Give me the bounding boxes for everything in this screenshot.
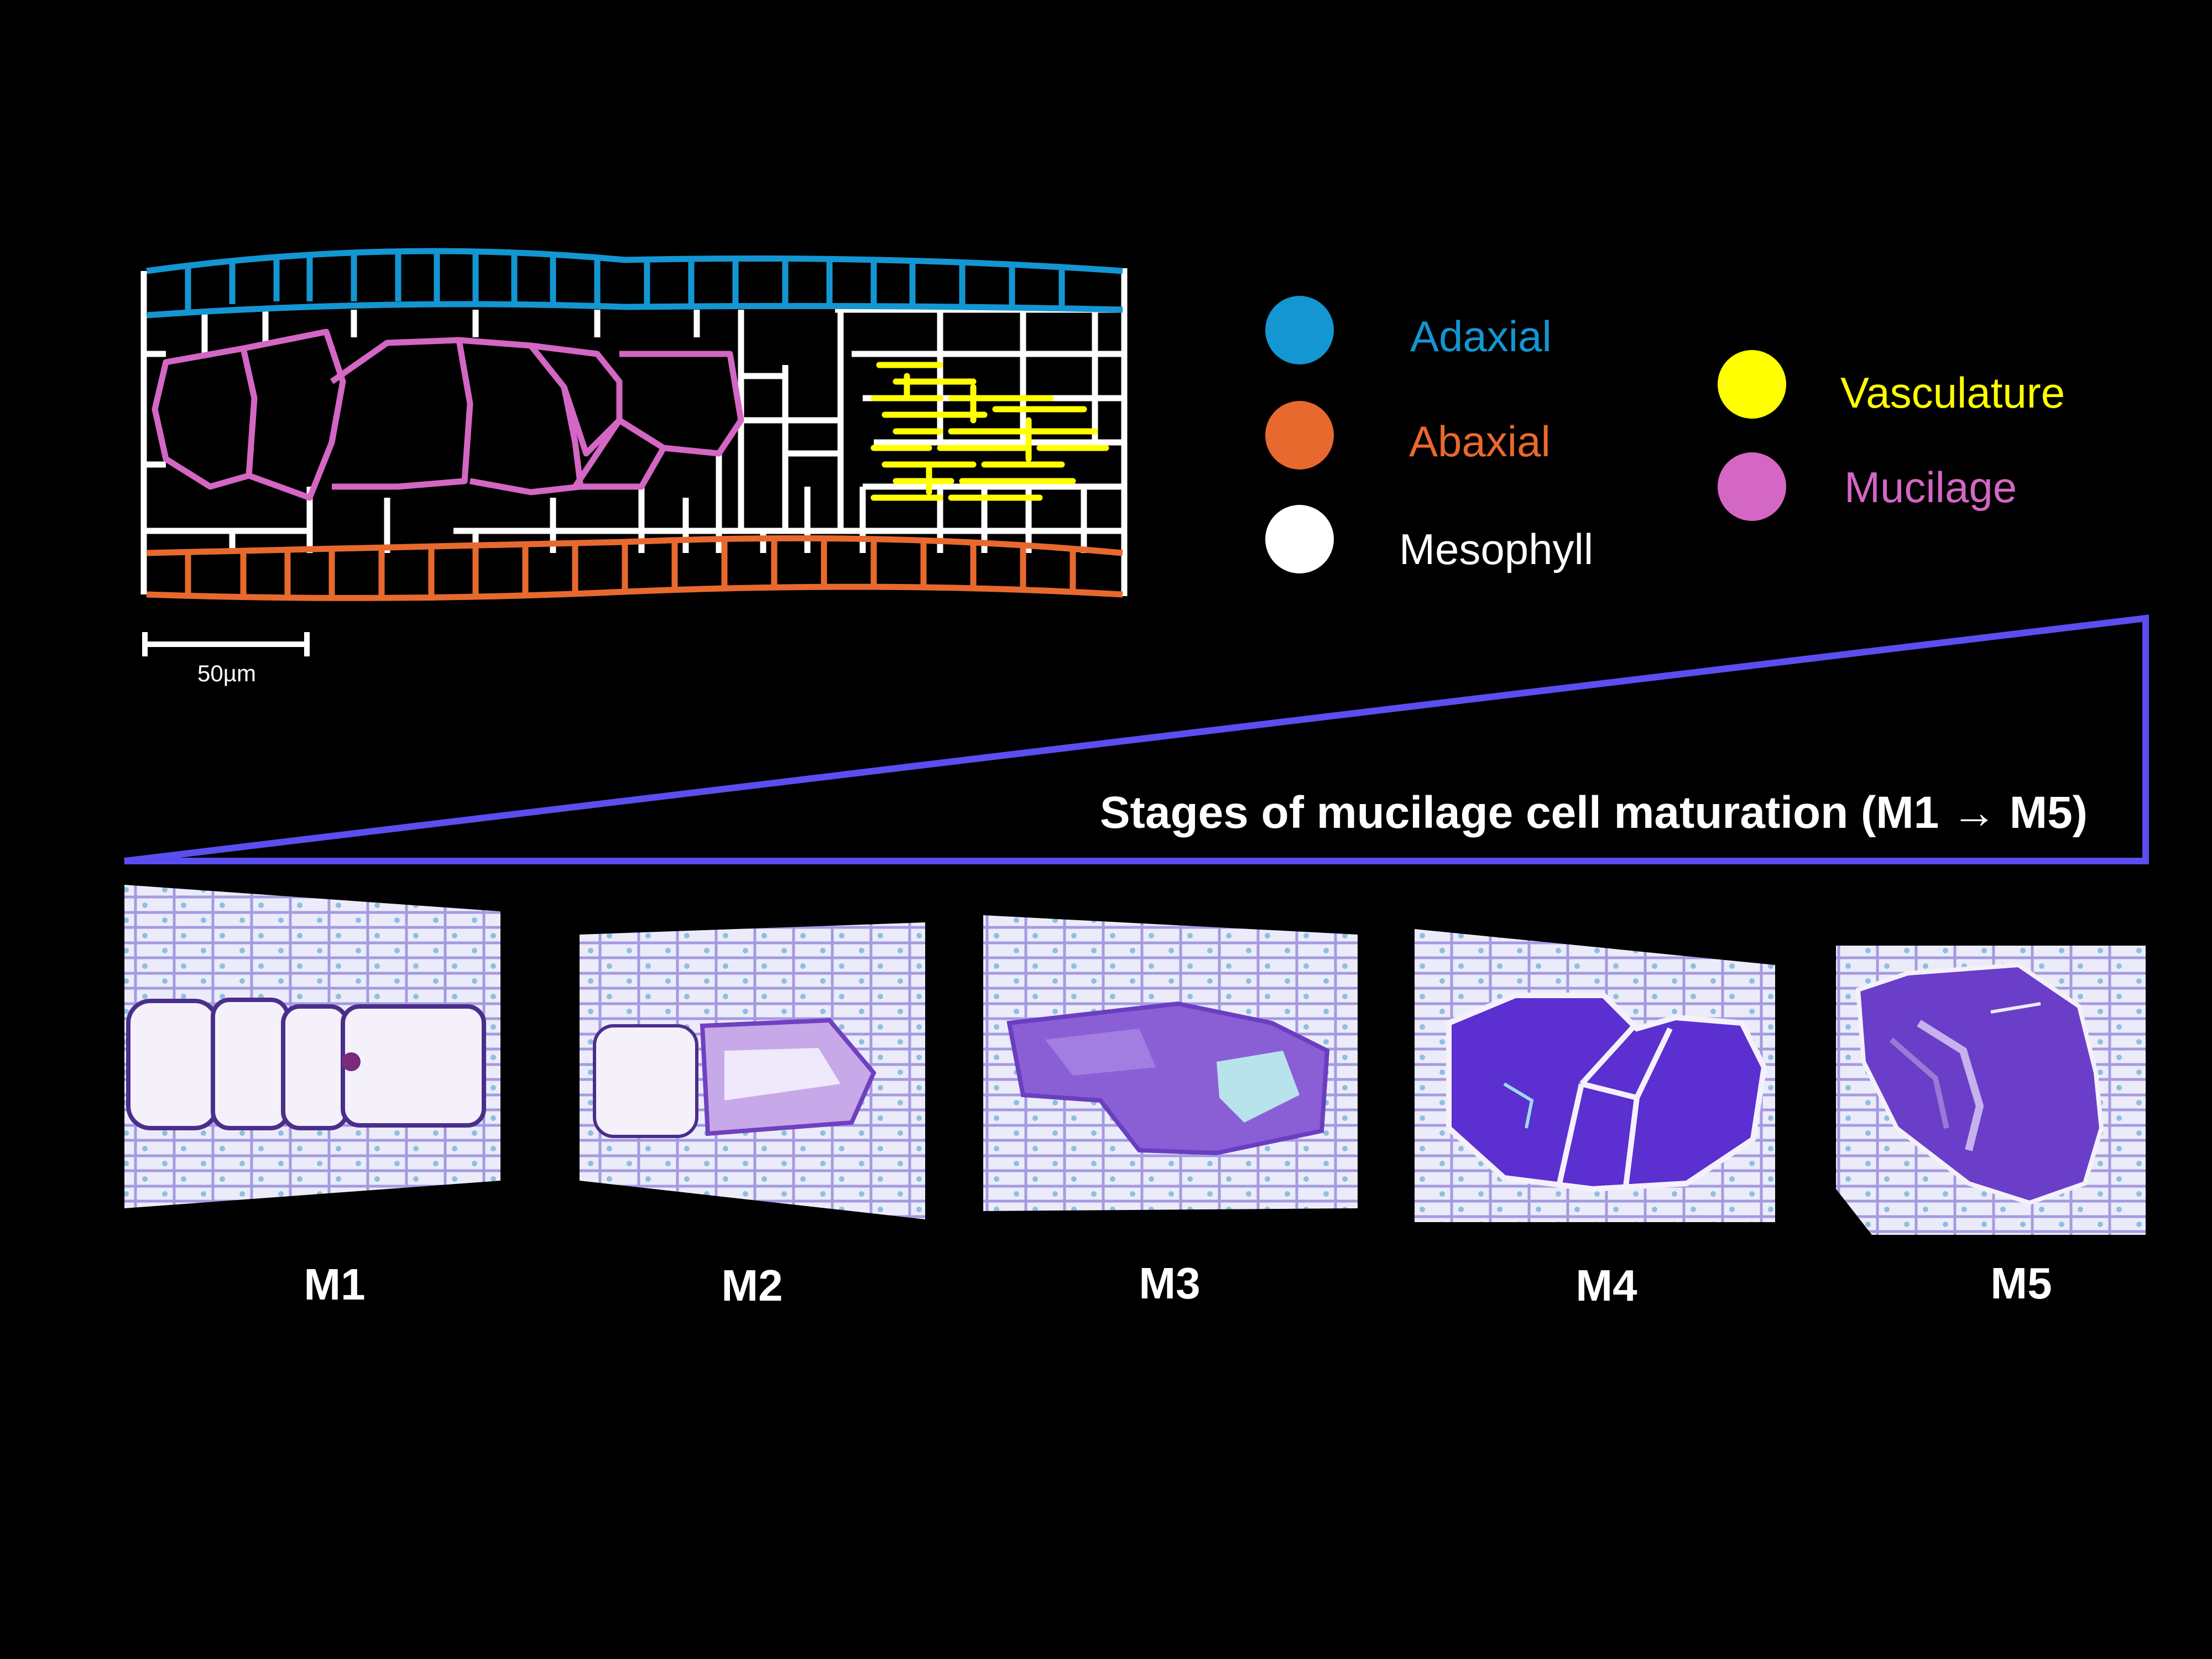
maturation-wedge: Stages of mucilage cell maturation (M1 →… bbox=[124, 614, 2149, 864]
micrograph-m4 bbox=[1415, 929, 1775, 1222]
stage-label-m5: M5 bbox=[1990, 1259, 2052, 1308]
scale-bar: 50µm bbox=[142, 632, 310, 686]
micrograph-m5 bbox=[1836, 946, 2146, 1235]
abaxial-epidermis bbox=[146, 535, 1123, 601]
stage-label-m2: M2 bbox=[721, 1261, 782, 1310]
micrograph-m3 bbox=[983, 915, 1358, 1211]
legend-label-adaxial: Adaxial bbox=[1410, 312, 1552, 361]
stage-micrographs bbox=[124, 885, 2146, 1235]
vasculature-bundle bbox=[870, 362, 1109, 501]
stage-label-m1: M1 bbox=[304, 1260, 365, 1309]
micrograph-m2 bbox=[580, 922, 925, 1219]
micrograph-m1 bbox=[124, 885, 500, 1208]
legend: Adaxial Abaxial Mesophyll Vasculature Mu… bbox=[1265, 296, 2065, 573]
stage-label-m3: M3 bbox=[1139, 1259, 1200, 1308]
legend-swatch-abaxial-icon bbox=[1265, 401, 1334, 469]
legend-swatch-adaxial-icon bbox=[1265, 296, 1334, 364]
maturation-title: Stages of mucilage cell maturation (M1 →… bbox=[1100, 787, 2088, 838]
mesophyll-cells bbox=[140, 268, 1128, 596]
adaxial-epidermis bbox=[146, 248, 1123, 319]
legend-swatch-mucilage-icon bbox=[1718, 452, 1786, 521]
legend-label-mucilage: Mucilage bbox=[1844, 463, 2017, 512]
legend-label-mesophyll: Mesophyll bbox=[1399, 525, 1593, 573]
legend-label-abaxial: Abaxial bbox=[1409, 417, 1551, 466]
leaf-cross-section bbox=[140, 248, 1128, 601]
legend-label-vasculature: Vasculature bbox=[1840, 368, 2065, 417]
stage-labels: M1 M2 M3 M4 M5 bbox=[304, 1259, 2052, 1310]
stage-label-m4: M4 bbox=[1575, 1261, 1637, 1310]
legend-swatch-vasculature-icon bbox=[1718, 350, 1786, 419]
legend-swatch-mesophyll-icon bbox=[1265, 505, 1334, 573]
scale-bar-label: 50µm bbox=[197, 660, 256, 686]
mucilage-cells bbox=[152, 328, 744, 501]
